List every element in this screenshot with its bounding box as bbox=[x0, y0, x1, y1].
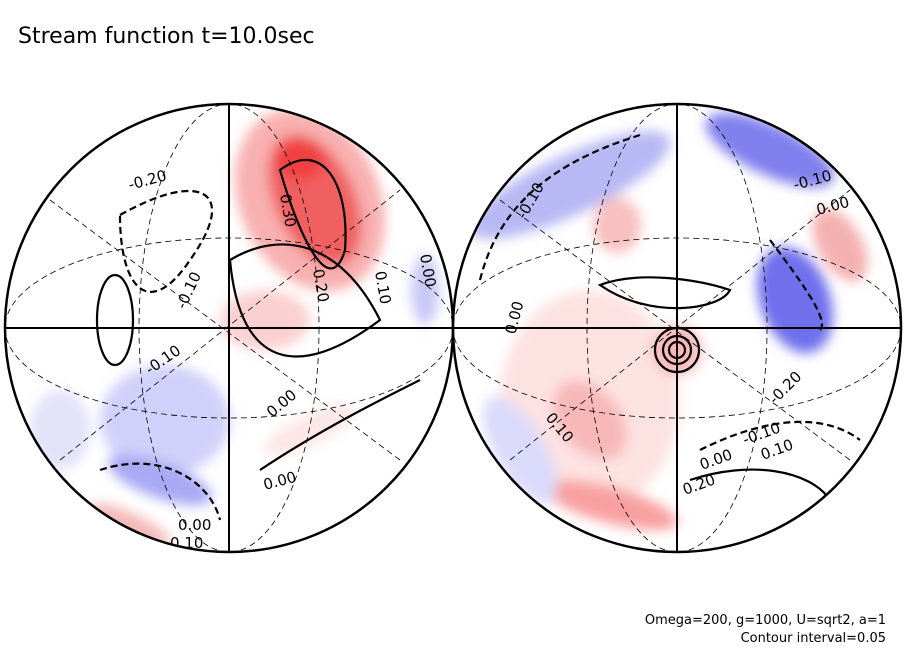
parameters-note: Omega=200, g=1000, U=sqrt2, a=1 bbox=[644, 613, 886, 628]
contour-interval-note: Contour interval=0.05 bbox=[740, 631, 886, 646]
positive-region bbox=[264, 404, 356, 456]
right-hemisphere-outline bbox=[451, 102, 903, 554]
right-hemisphere: -0.10 0.00 -0.10 0.00 0.10 -0.20 -0.10 0… bbox=[453, 104, 901, 552]
positive-region bbox=[812, 208, 868, 282]
negative-region bbox=[100, 365, 230, 475]
contour-label: 0.20 bbox=[309, 268, 333, 304]
positive-region bbox=[593, 197, 641, 253]
contour-label: 0.00 bbox=[416, 253, 440, 289]
negative-region bbox=[483, 396, 557, 504]
negative-region bbox=[469, 131, 671, 239]
negative-peak-region bbox=[757, 246, 833, 354]
positive-region bbox=[220, 290, 310, 350]
left-hemisphere: -0.20 -0.10 0.30 0.20 0.10 0.00 -0.10 0.… bbox=[5, 104, 453, 552]
contour-label: 0.10 bbox=[371, 270, 395, 306]
positive-region bbox=[553, 380, 627, 460]
contour-label: 0.00 bbox=[178, 516, 211, 534]
negative-region bbox=[30, 390, 90, 470]
contour-label: 0.30 bbox=[276, 193, 300, 229]
negative-region bbox=[705, 112, 835, 188]
positive-region bbox=[88, 503, 172, 547]
positive-region bbox=[542, 479, 678, 531]
chart-title: Stream function t=10.0sec bbox=[18, 24, 315, 49]
negative-region bbox=[411, 255, 439, 325]
negative-region bbox=[107, 454, 213, 506]
